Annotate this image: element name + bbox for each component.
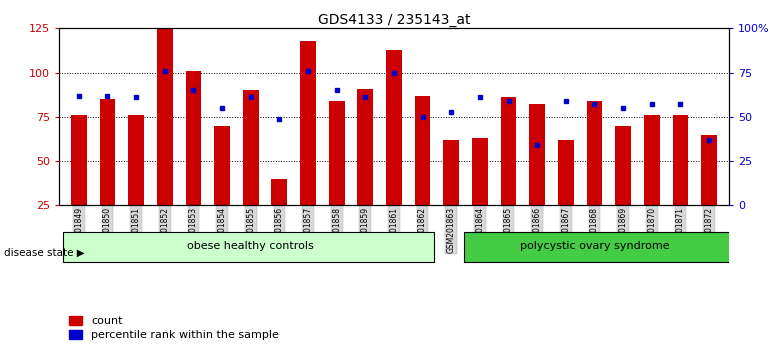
Bar (501, 97, 517, 205)
Bar (558, 140, 574, 205)
Bar (472, 138, 488, 205)
Bar (444, 140, 459, 205)
Text: obese healthy controls: obese healthy controls (187, 241, 314, 251)
Title: GDS4133 / 235143_at: GDS4133 / 235143_at (318, 13, 470, 27)
Legend: count, percentile rank within the sample: count, percentile rank within the sample (64, 311, 283, 345)
Bar (129, 115, 144, 205)
Bar (157, 28, 172, 205)
Bar (358, 88, 373, 205)
Bar (386, 50, 402, 205)
Bar (529, 104, 545, 205)
Bar (300, 41, 316, 205)
Bar (63, 232, 434, 262)
Bar (701, 135, 717, 205)
Bar (415, 96, 430, 205)
Bar (464, 232, 750, 262)
Bar (214, 126, 230, 205)
Bar (644, 115, 659, 205)
Bar (328, 101, 344, 205)
Bar (100, 99, 115, 205)
Bar (271, 179, 287, 205)
Text: disease state ▶: disease state ▶ (4, 248, 85, 258)
Text: polycystic ovary syndrome: polycystic ovary syndrome (520, 241, 670, 251)
Bar (586, 101, 602, 205)
Bar (615, 126, 631, 205)
Bar (673, 115, 688, 205)
Bar (243, 90, 259, 205)
Bar (186, 71, 201, 205)
Bar (71, 115, 87, 205)
